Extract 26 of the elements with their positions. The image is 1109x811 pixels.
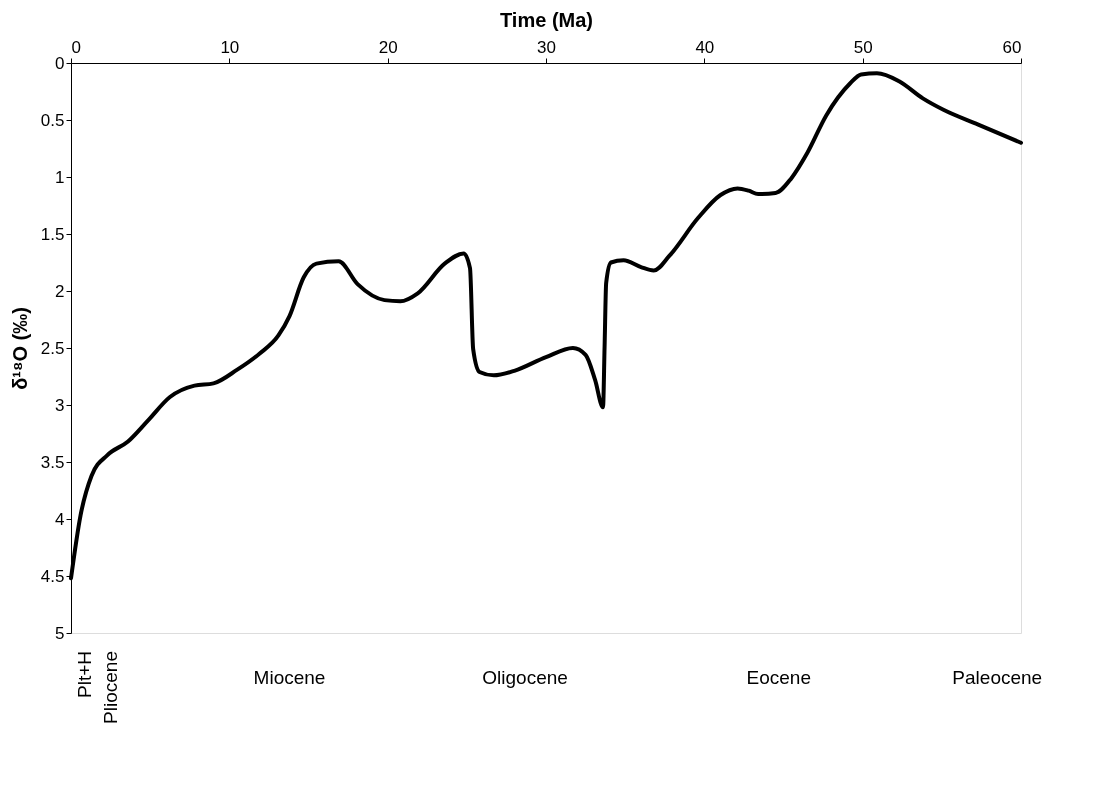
y-tick-label: 2.5: [40, 338, 65, 358]
y-tick-label: 4: [55, 509, 65, 529]
x-tick-label: 30: [537, 37, 556, 57]
text: Pliocene: [99, 651, 121, 724]
text: Eocene: [746, 667, 811, 688]
y-tick-label: 4.5: [40, 566, 65, 586]
y-tick-label: 1.5: [40, 224, 65, 244]
y-tick-label: 3.5: [40, 452, 65, 472]
y-tick-label: 1: [55, 167, 65, 187]
x-tick-label: 40: [695, 37, 715, 57]
x-tick-label: 10: [220, 37, 240, 57]
y-tick-label: 0: [55, 53, 65, 73]
x-tick-label: 60: [1002, 37, 1022, 57]
text: Oligocene: [482, 667, 568, 688]
y-tick-label: 2: [55, 281, 65, 301]
y-tick-label: 0.5: [40, 110, 65, 130]
y-axis-title: δ¹⁸O (‰): [8, 307, 31, 390]
y-tick-label: 5: [55, 623, 65, 643]
x-tick-label: 20: [378, 37, 398, 57]
x-axis-title: Time (Ma): [500, 8, 593, 31]
x-tick-label: 0: [71, 37, 81, 57]
text: Miocene: [253, 667, 326, 688]
y-tick-label: 3: [55, 395, 65, 415]
x-tick-label: 50: [853, 37, 873, 57]
text: Plt+H: [74, 651, 96, 698]
text: Paleocene: [952, 667, 1043, 688]
